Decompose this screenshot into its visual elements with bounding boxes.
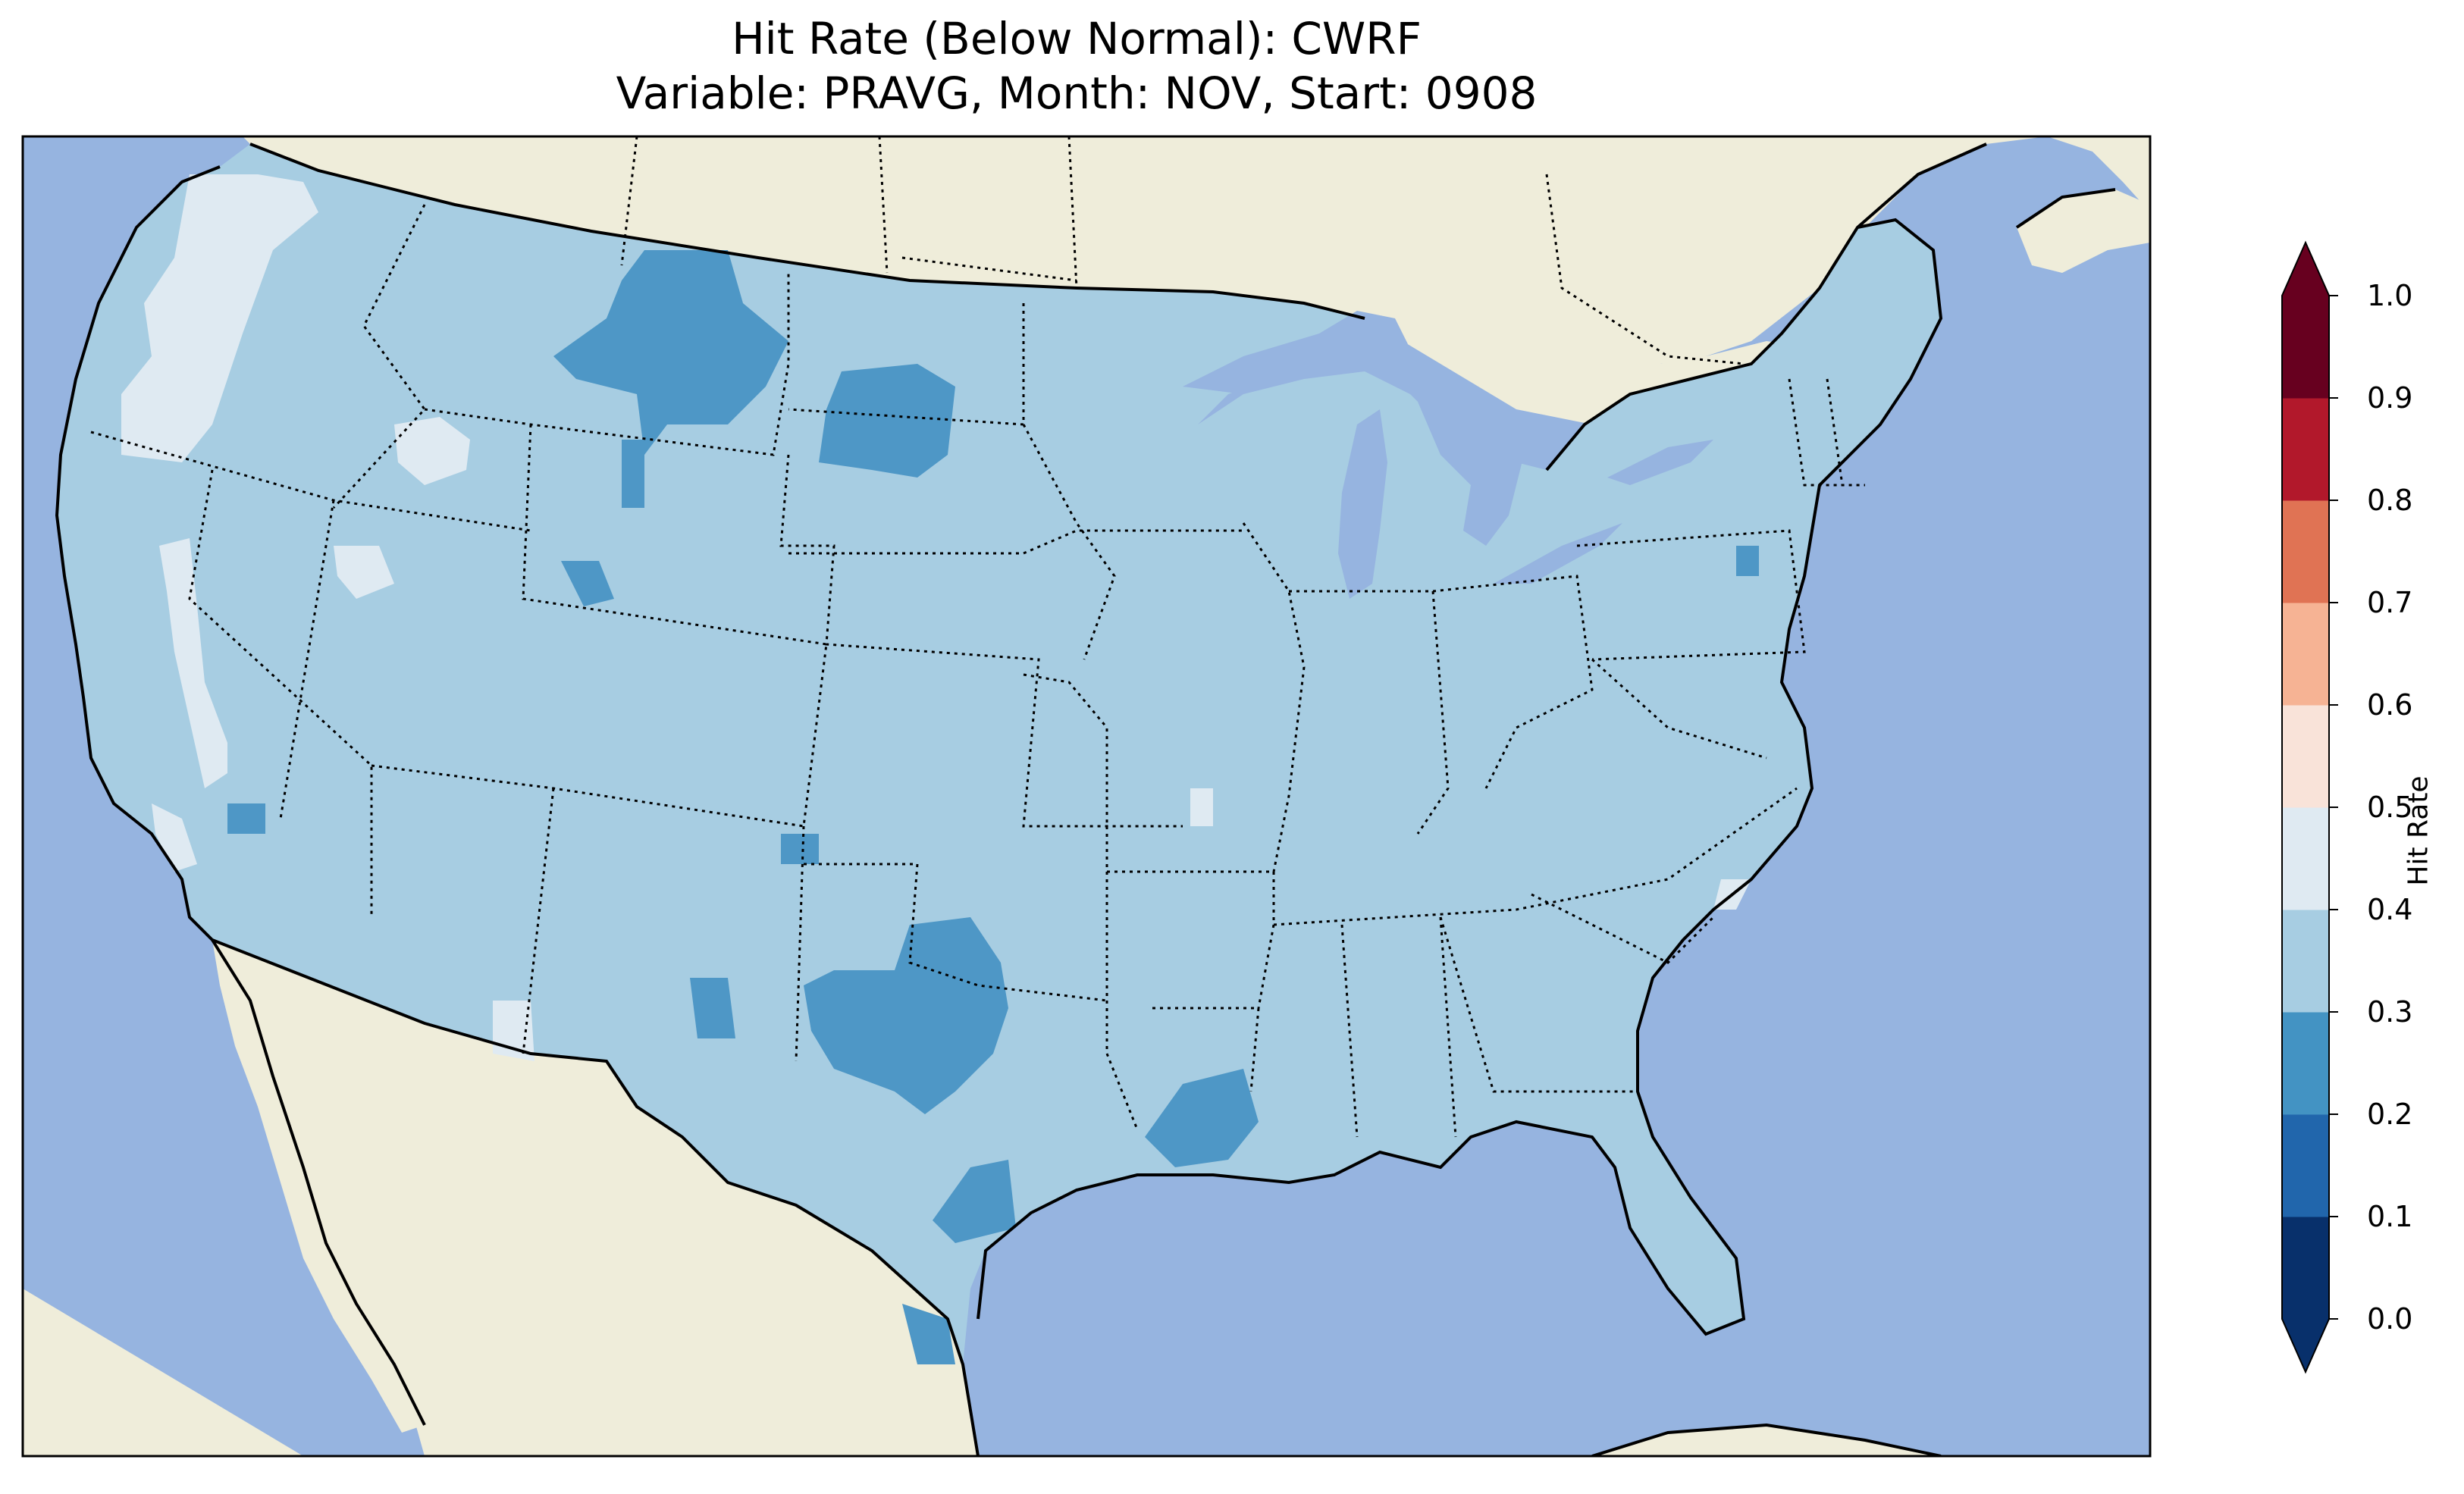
colorbar-segment [2282,1114,2329,1217]
maritime-land [2017,189,2150,273]
region-northwest-texas [804,917,1008,1114]
region-southern-california [152,803,197,872]
colorbar-segment [2282,1012,2329,1115]
colorbar-tick-label: 0.6 [2367,688,2413,722]
canada-land [243,136,2150,424]
lake-huron [1418,402,1524,546]
region-louisiana [1145,1069,1259,1167]
colorbar-extend-min [2282,1319,2329,1372]
colorbar-segment [2282,705,2329,808]
region-central-montana [553,250,788,455]
lake-michigan [1338,409,1387,599]
chart-title-line-2: Variable: PRAVG, Month: NOV, Start: 0908 [616,67,1538,119]
colorbar-segment [2282,1217,2329,1320]
colorbar-tick-label: 0.9 [2367,381,2413,415]
region-oklahoma-panhandle [781,834,819,864]
colorbar-segment [2282,807,2329,910]
colorbar-tick-label: 0.4 [2367,893,2413,926]
colorbar-segment [2282,296,2329,399]
colorbar-tick-label: 0.1 [2367,1200,2413,1233]
region-southeast-new-mexico [690,978,735,1038]
region-montana-west [622,440,644,508]
colorbar-tick-label: 0.8 [2367,484,2413,517]
baja-land [212,940,425,1433]
region-missouri-spot [1190,788,1213,826]
colorbar-tick-label: 0.0 [2367,1302,2413,1336]
region-pennsylvania-spot [1736,546,1759,576]
map-frame [21,135,2152,1458]
low-hit-rate-regions [227,250,1759,1364]
colorbar-segment [2282,910,2329,1013]
colorbar-tick-label: 0.5 [2367,791,2413,824]
lake-superior [1183,311,1410,394]
region-pacific-northwest [121,174,318,462]
region-california-interior [159,538,227,788]
region-rio-grande [902,1304,955,1364]
region-southern-idaho [394,417,470,485]
colorbar-tick-label: 0.3 [2367,995,2413,1029]
state-borders [90,136,1865,1138]
map-area [23,136,2150,1456]
colorbar-tick-label: 0.2 [2367,1098,2413,1131]
colorbar-segment [2282,398,2329,501]
colorbar-label: Hit Rate [2403,775,2434,886]
coastlines [55,143,2116,1456]
region-nevada-north [334,546,394,599]
colorbar-tick-label: 1.0 [2367,279,2413,312]
colorbar-segment [2282,500,2329,603]
region-western-south-dakota [819,364,955,478]
region-northern-california-spot [227,803,265,834]
colorbar-extend-max [2282,243,2329,296]
lake-ontario [1607,440,1713,485]
colorbar [2281,240,2338,1374]
colorbar-segment [2282,603,2329,706]
region-wyoming-spot [561,561,614,606]
lake-erie [1494,523,1622,584]
colorbar-tick-label: 0.7 [2367,586,2413,619]
mexico-land [23,940,978,1456]
region-south-texas [933,1160,1016,1243]
chart-title-line-1: Hit Rate (Below Normal): CWRF [732,13,1422,64]
